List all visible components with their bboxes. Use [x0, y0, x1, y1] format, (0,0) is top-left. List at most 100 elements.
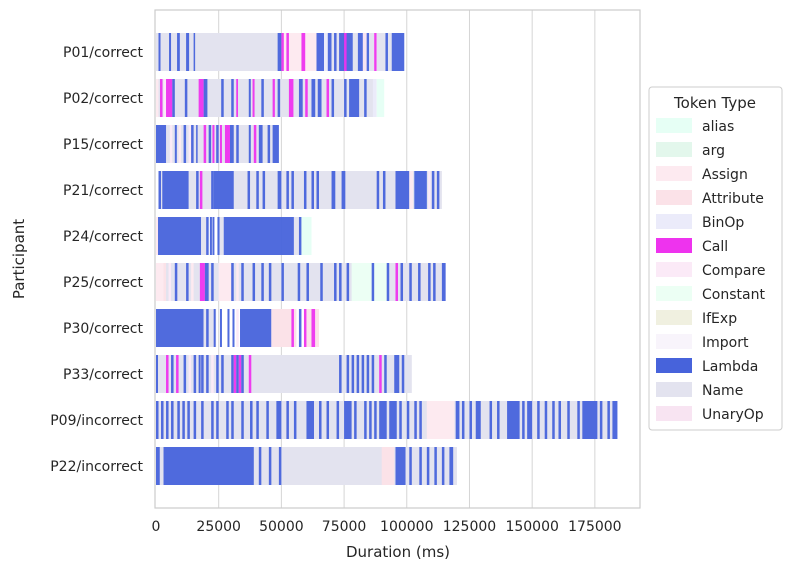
segment-lambda [349, 79, 360, 117]
x-tick-labels: 0 25000 50000 75000 100000 125000 150000 175000 [152, 519, 622, 535]
segment-compare [188, 125, 192, 163]
legend-label: Call [702, 239, 728, 255]
segment-call [233, 355, 237, 393]
segment-lambda [426, 447, 430, 485]
segment-lambda [418, 263, 421, 301]
segment-lambda [527, 401, 533, 439]
segment-lambda [261, 263, 264, 301]
y-tick-labels: P01/correct P02/correct P15/correct P21/cor… [50, 45, 143, 475]
segment-lambda [227, 309, 230, 347]
segment-lambda [433, 263, 436, 301]
segment-lambda [607, 401, 610, 439]
y-tick-label: P25/correct [63, 275, 144, 291]
segment-lambda [311, 171, 314, 209]
y-tick-label: P24/correct [63, 229, 144, 245]
legend-label: Assign [702, 167, 748, 183]
segment-call [236, 79, 239, 117]
x-tick-label: 125000 [443, 519, 496, 535]
legend-swatch [656, 382, 692, 397]
segment-assign [236, 263, 239, 301]
legend-label: UnaryOp [702, 407, 764, 423]
segment-compare [169, 125, 173, 163]
legend-swatch [656, 190, 692, 205]
x-tick-label: 100000 [380, 519, 433, 535]
segment-lambda [389, 401, 397, 439]
segment-call [253, 125, 257, 163]
participant-row [156, 263, 446, 301]
segment-lambda [364, 79, 367, 117]
segment-lambda [166, 401, 169, 439]
segment-lambda [221, 355, 224, 393]
segment-lambda [258, 447, 262, 485]
segment-lambda [316, 171, 320, 209]
segment-lambda [331, 79, 335, 117]
participant-row [156, 125, 279, 163]
segment-compare [168, 263, 172, 301]
segment-lambda [186, 33, 190, 71]
segment-assign [218, 263, 232, 301]
segment-call [281, 33, 284, 71]
segment-lambda [213, 309, 216, 347]
segment-lambda [267, 125, 271, 163]
segment-lambda [334, 263, 337, 301]
segment-call [395, 263, 398, 301]
segment-assign [156, 217, 159, 255]
segment-lambda [455, 401, 460, 439]
segment-lambda [216, 401, 219, 439]
segment-attribute [315, 309, 320, 347]
segment-lambda [206, 309, 209, 347]
segment-lambda [441, 447, 445, 485]
segment-lambda [431, 171, 435, 209]
y-tick-label: P22/incorrect [50, 459, 143, 475]
segment-lambda [344, 401, 352, 439]
legend-title: Token Type [673, 94, 756, 112]
bar-segments [156, 33, 618, 485]
segment-lambda [341, 171, 346, 209]
segment-assign [191, 263, 194, 301]
segment-lambda [298, 309, 302, 347]
segment-lambda [177, 33, 180, 71]
segment-lambda [268, 447, 272, 485]
segment-lambda [354, 401, 357, 439]
segment-lambda [489, 401, 493, 439]
segment-lambda [344, 79, 347, 117]
y-tick-label: P30/correct [63, 321, 144, 337]
segment-lambda [303, 171, 307, 209]
legend-swatch [656, 406, 692, 421]
segment-lambda [297, 263, 301, 301]
segment-lambda [319, 401, 322, 439]
legend-label: Attribute [702, 191, 764, 207]
segment-call [272, 79, 275, 117]
segment-lambda [400, 263, 404, 301]
segment-lambda [394, 355, 400, 393]
legend-swatch [656, 118, 692, 133]
segment-lambda [395, 447, 406, 485]
segment-lambda [507, 401, 520, 439]
segment-lambda [248, 125, 251, 163]
segment-assign [426, 401, 455, 439]
segment-call [311, 309, 316, 347]
segment-lambda [276, 401, 282, 439]
segment-name [293, 217, 299, 255]
segment-compare [428, 171, 431, 209]
segment-lambda [497, 401, 500, 439]
legend-swatch [656, 334, 692, 349]
participant-row [156, 79, 385, 117]
segment-lambda [216, 125, 219, 163]
segment-lambda [187, 401, 190, 439]
participant-row [156, 401, 618, 439]
segment-name [219, 217, 224, 255]
segment-lambda [334, 33, 337, 71]
segment-name [201, 217, 207, 255]
legend-swatch [656, 166, 692, 181]
segment-lambda [201, 401, 204, 439]
segment-lambda [369, 401, 372, 439]
segment-lambda [156, 217, 202, 255]
segment-lambda [196, 171, 199, 209]
segment-lambda [162, 171, 189, 209]
segment-lambda [156, 401, 159, 439]
x-axis-label: Duration (ms) [346, 543, 450, 561]
segment-lambda [385, 33, 388, 71]
segment-lambda [156, 125, 167, 163]
legend-swatch [656, 238, 692, 253]
